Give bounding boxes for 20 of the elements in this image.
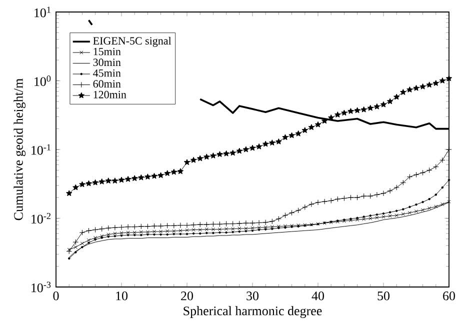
legend-label: 15min [94, 48, 121, 56]
y-tick-label: 10$^{-3}$ [32, 282, 51, 292]
y-tick-label: 10$^{-1}$ [32, 144, 50, 155]
y-tick-label: 10$^{-2}$ [32, 212, 50, 224]
y-tick-label: 10$^{0}$ [34, 75, 51, 86]
legend-label: 60min [93, 80, 121, 88]
x-tick-label: 30 [246, 292, 259, 300]
legend-label: 30min [93, 58, 121, 66]
legend-label: EIGEN-5C signal [93, 36, 172, 47]
y-axis-title: Cumulative geoid height/m [14, 78, 26, 220]
x-tick-label: 20 [181, 292, 194, 300]
x-axis-title: Spherical harmonic degree [184, 306, 322, 318]
x-tick-label: 10 [116, 292, 128, 300]
x-tick-label: 40 [312, 292, 324, 300]
x-tick-label: 60 [443, 292, 455, 300]
y-tick-label: 10$^{1}$ [34, 6, 50, 18]
x-tick-label: 50 [378, 292, 390, 300]
x-tick-label: 0 [53, 292, 59, 300]
legend-label: 120min [94, 90, 126, 98]
legend-label: 45min [93, 69, 121, 77]
